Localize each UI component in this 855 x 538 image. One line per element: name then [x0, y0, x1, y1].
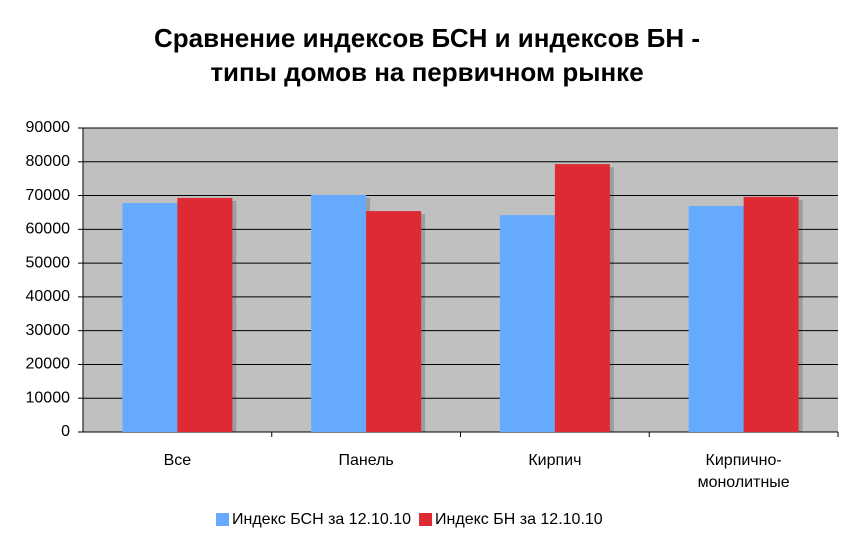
y-tick-label: 10000: [26, 389, 71, 406]
bar: [311, 194, 367, 432]
y-tick-label: 40000: [26, 288, 71, 305]
y-tick-label: 0: [61, 423, 70, 440]
x-tick-label: Кирпично-монолитные: [698, 452, 790, 491]
bar: [688, 206, 744, 432]
y-tick-label: 80000: [26, 153, 71, 170]
bar: [554, 164, 610, 433]
y-tick-label: 70000: [26, 187, 71, 204]
legend-swatch: [419, 513, 433, 526]
legend-label: Индекс БН за 12.10.10: [435, 511, 603, 528]
x-tick-label-line: Кирпично-: [706, 452, 782, 469]
bar: [743, 196, 799, 432]
y-tick-label: 60000: [26, 221, 71, 238]
legend-label: Индекс БСН за 12.10.10: [232, 511, 411, 528]
y-tick-label: 50000: [26, 254, 71, 271]
bar: [122, 202, 178, 432]
bar: [499, 215, 555, 432]
x-tick-label-line: монолитные: [698, 474, 790, 491]
chart-title: Сравнение индексов БСН и индексов БН -: [154, 23, 700, 53]
legend-swatch: [216, 513, 229, 526]
bar: [177, 197, 233, 432]
x-tick-label: Панель: [338, 452, 393, 469]
chart-title: типы домов на первичном рынке: [210, 57, 643, 87]
y-tick-label: 20000: [26, 356, 71, 373]
bar: [366, 211, 422, 432]
x-tick-label: Все: [164, 452, 192, 469]
y-tick-label: 90000: [26, 119, 71, 136]
y-tick-label: 30000: [26, 322, 71, 339]
x-tick-label: Кирпич: [528, 452, 581, 469]
